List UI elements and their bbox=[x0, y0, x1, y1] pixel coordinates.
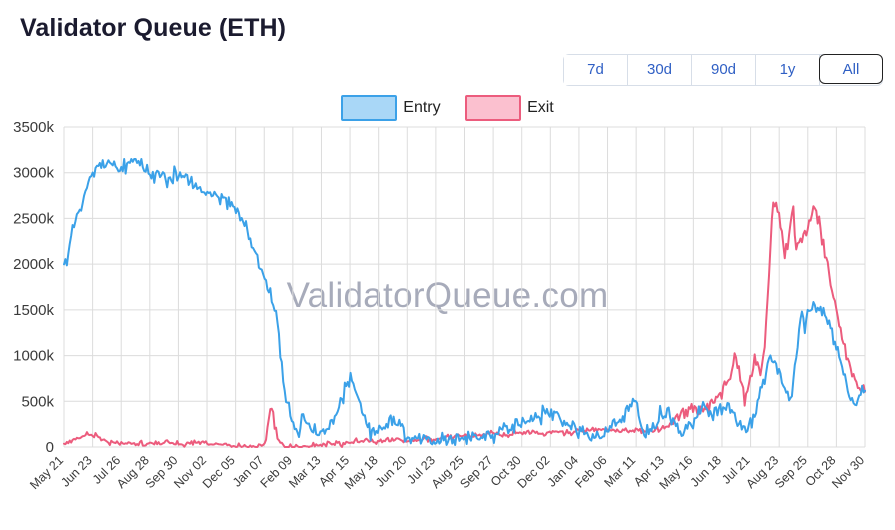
svg-text:500k: 500k bbox=[21, 393, 54, 410]
svg-text:Mar 11: Mar 11 bbox=[602, 453, 639, 490]
svg-text:Sep 25: Sep 25 bbox=[772, 453, 810, 491]
svg-text:May 21: May 21 bbox=[27, 453, 66, 492]
svg-text:Nov 30: Nov 30 bbox=[829, 453, 867, 491]
svg-text:Dec 02: Dec 02 bbox=[515, 453, 553, 491]
svg-text:3500k: 3500k bbox=[13, 119, 54, 136]
svg-text:3000k: 3000k bbox=[13, 165, 54, 182]
svg-text:Feb 06: Feb 06 bbox=[572, 453, 609, 490]
svg-text:Sep 27: Sep 27 bbox=[457, 453, 495, 491]
svg-text:1000k: 1000k bbox=[13, 348, 54, 365]
svg-text:Mar 13: Mar 13 bbox=[286, 453, 323, 490]
svg-text:Jun 23: Jun 23 bbox=[58, 453, 94, 489]
svg-text:2500k: 2500k bbox=[13, 210, 54, 227]
svg-text:1500k: 1500k bbox=[13, 302, 54, 319]
svg-text:Dec 05: Dec 05 bbox=[200, 453, 238, 491]
svg-text:0: 0 bbox=[46, 439, 54, 456]
svg-text:Jun 18: Jun 18 bbox=[688, 453, 724, 489]
svg-text:Jun 20: Jun 20 bbox=[373, 453, 409, 489]
svg-text:2000k: 2000k bbox=[13, 256, 54, 273]
